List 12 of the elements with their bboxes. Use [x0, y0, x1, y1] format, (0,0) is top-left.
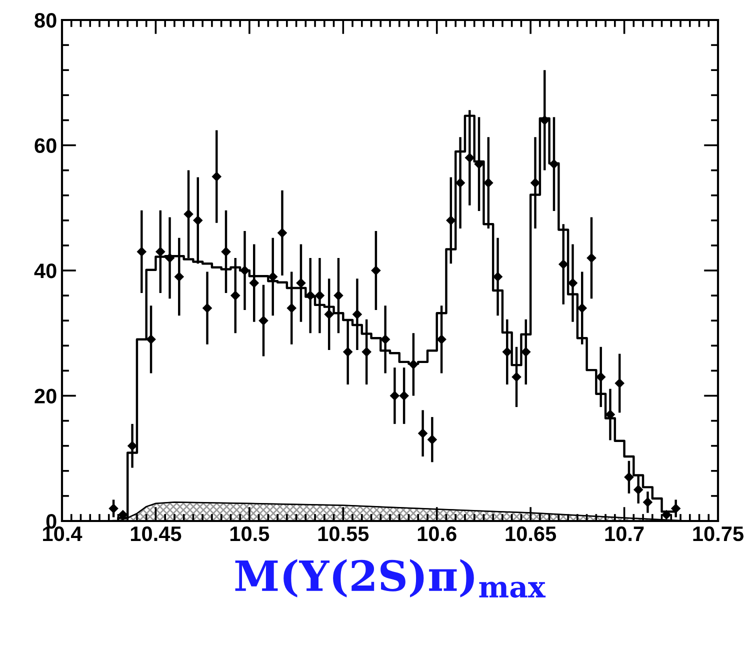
x-tick-label: 10.55 [318, 526, 369, 542]
x-axis-title: M(Υ(2S)π)$_{max}$ [235, 559, 546, 598]
x-tick-label: 10.75 [693, 526, 744, 542]
y-tick-label: 60 [34, 138, 56, 154]
y-tick-label: 80 [34, 13, 56, 28]
x-tick-label: 10.7 [605, 526, 644, 542]
x-tick-label: 10.45 [130, 526, 182, 542]
y-tick-label: 40 [34, 264, 56, 278]
x-tick-label: 10.5 [230, 526, 270, 542]
x-tick-label: 10.65 [506, 526, 556, 542]
y-tick-label: 20 [34, 388, 56, 404]
x-tick-label: 10.6 [418, 526, 456, 542]
